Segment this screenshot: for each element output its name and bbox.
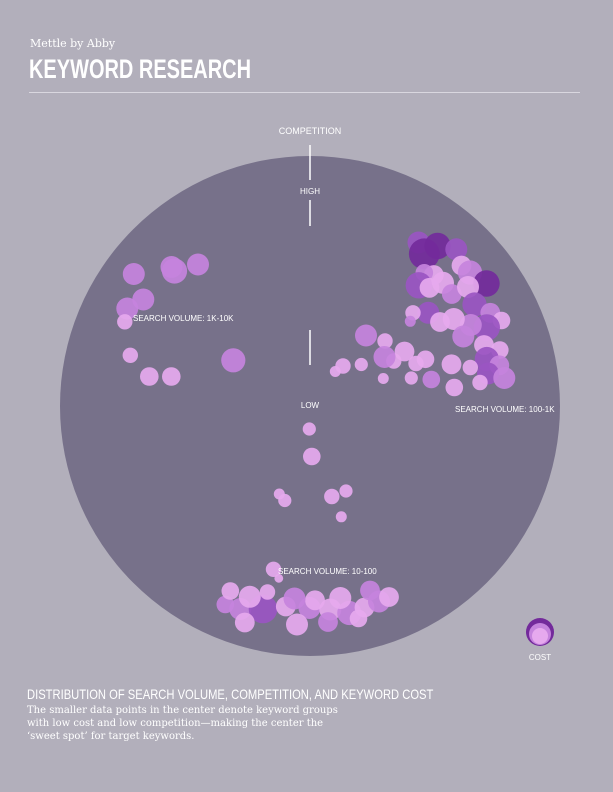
- title-divider: [29, 92, 580, 93]
- data-point: [324, 488, 340, 505]
- data-point: [404, 315, 416, 327]
- data-point: [305, 590, 325, 611]
- data-point: [274, 573, 284, 583]
- data-point: [462, 292, 487, 317]
- page-title: KEYWORD RESEARCH: [29, 54, 252, 84]
- data-point: [355, 324, 377, 347]
- data-point: [234, 612, 255, 633]
- data-point: [329, 366, 341, 377]
- cost-legend-label: COST: [529, 653, 551, 662]
- data-point: [462, 359, 478, 376]
- data-point: [339, 484, 353, 498]
- data-point: [335, 511, 347, 523]
- data-point: [441, 354, 462, 375]
- data-point: [160, 256, 183, 278]
- data-point: [238, 585, 261, 608]
- tick-high: HIGH: [300, 187, 320, 196]
- data-point: [404, 371, 418, 385]
- data-point: [445, 378, 464, 397]
- group-label-10-100: SEARCH VOLUME: 10-100: [278, 567, 377, 576]
- cost-legend-low: [532, 628, 548, 644]
- data-point: [221, 582, 240, 600]
- cost-legend: COST: [526, 618, 554, 662]
- data-point: [187, 253, 209, 276]
- data-point: [329, 587, 352, 609]
- data-point: [318, 612, 338, 632]
- axis-label-competition: COMPETITION: [279, 126, 342, 136]
- data-point: [349, 609, 368, 628]
- data-point: [422, 370, 441, 389]
- data-point: [408, 238, 440, 270]
- data-point: [354, 357, 368, 372]
- data-point: [445, 238, 468, 261]
- data-point: [221, 348, 246, 373]
- group-label-100-1k: SEARCH VOLUME: 100-1K: [455, 405, 555, 414]
- data-point: [278, 493, 292, 508]
- data-point: [377, 373, 389, 384]
- data-point: [265, 561, 282, 577]
- data-point: [493, 367, 516, 389]
- data-point: [132, 288, 155, 311]
- data-point: [259, 584, 276, 600]
- data-point: [452, 325, 475, 348]
- caption-body: The smaller data points in the center de…: [27, 705, 338, 742]
- data-point: [140, 367, 159, 386]
- data-point: [122, 263, 145, 285]
- group-label-1k-10k: SEARCH VOLUME: 1K-10K: [133, 314, 234, 323]
- data-point: [377, 333, 393, 349]
- data-point: [379, 587, 399, 607]
- data-point: [430, 312, 450, 332]
- data-point: [360, 580, 380, 601]
- data-point: [441, 284, 462, 304]
- data-point: [394, 341, 415, 362]
- data-point: [373, 346, 396, 368]
- data-point: [408, 355, 424, 372]
- data-point: [162, 367, 181, 386]
- data-point: [303, 447, 321, 466]
- data-points: [116, 231, 516, 636]
- tick-low: LOW: [301, 401, 320, 410]
- byline: Mettle by Abby: [30, 37, 116, 50]
- caption-title: DISTRIBUTION OF SEARCH VOLUME, COMPETITI…: [27, 686, 434, 702]
- data-point: [286, 613, 308, 636]
- data-point: [116, 297, 139, 320]
- data-point: [117, 314, 133, 330]
- data-point: [302, 422, 316, 436]
- data-point: [472, 374, 488, 391]
- data-point: [122, 347, 138, 363]
- data-point: [473, 270, 500, 297]
- data-point: [283, 587, 306, 610]
